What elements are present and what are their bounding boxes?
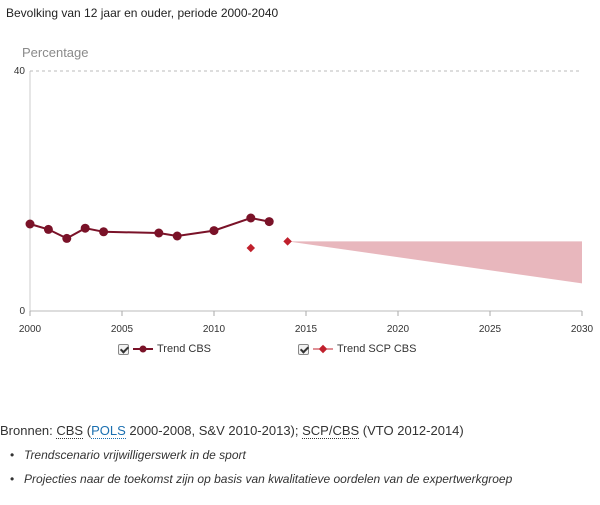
- chart-area: Percentage 0 40 2000 2005 2010 2015 2020 2025 20…: [0, 40, 600, 370]
- x-tick-label: 2025: [479, 324, 502, 335]
- data-point-trend-scp-cbs: [246, 243, 256, 253]
- x-tick-label: 2005: [111, 324, 134, 335]
- data-point-trend-cbs: [25, 219, 35, 229]
- note-item: Trendscenario vrijwilligerswerk in de sp…: [10, 446, 512, 470]
- notes-list: Trendscenario vrijwilligerswerk in de sp…: [10, 446, 512, 494]
- pols-link[interactable]: POLS: [91, 423, 126, 439]
- x-tick-label: 2000: [19, 324, 42, 335]
- x-tick-label: 2020: [387, 324, 410, 335]
- legend-marker-trend-cbs: [133, 345, 153, 353]
- cbs-abbreviation[interactable]: CBS: [56, 423, 84, 439]
- legend-item-trend-scp-cbs[interactable]: Trend SCP CBS: [298, 343, 416, 355]
- data-point-trend-cbs: [172, 231, 182, 241]
- legend-checkbox-trend-scp-cbs[interactable]: [298, 343, 309, 355]
- y-tick-label: 0: [19, 306, 25, 317]
- chart-subtitle: Bevolking van 12 jaar en ouder, periode …: [6, 6, 279, 20]
- data-point-trend-cbs: [43, 224, 53, 234]
- line-chart: Percentage 0 40 2000 2005 2010 2015 2020 2025 20…: [14, 45, 594, 335]
- sources-mid: 2000-2008, S&V 2010-2013);: [125, 423, 303, 438]
- legend-label-trend-scp-cbs: Trend SCP CBS: [337, 343, 417, 355]
- legend-marker-trend-scp-cbs: [313, 344, 333, 354]
- data-point-trend-scp-cbs: [283, 237, 292, 246]
- y-axis-label: Percentage: [22, 45, 89, 60]
- sources-open-paren: (: [83, 423, 92, 438]
- note-item: Projecties naar de toekomst zijn op basi…: [10, 470, 512, 494]
- x-tick-label: 2015: [295, 324, 318, 335]
- plot-area: 0 40 2000 2005 2010 2015 2020 2025 2030: [14, 66, 594, 335]
- sources-line: Bronnen: CBS (POLS 2000-2008, S&V 2010-2…: [0, 423, 464, 439]
- y-tick-label: 40: [14, 66, 26, 77]
- data-point-trend-cbs: [80, 223, 90, 233]
- projection-band: [287, 241, 582, 284]
- scp-cbs-abbreviation[interactable]: SCP/CBS: [302, 423, 360, 439]
- x-tick-label: 2010: [203, 324, 226, 335]
- sources-prefix: Bronnen:: [0, 423, 57, 438]
- legend-checkbox-trend-cbs[interactable]: [118, 343, 129, 355]
- x-tick-label: 2030: [571, 324, 594, 335]
- series-line-trend-cbs: [29, 216, 270, 240]
- data-point-trend-cbs: [209, 226, 219, 236]
- data-point-trend-cbs: [62, 233, 72, 243]
- legend: Trend CBS Trend SCP CBS: [0, 343, 600, 361]
- data-point-trend-cbs: [264, 217, 274, 227]
- legend-label-trend-cbs: Trend CBS: [157, 343, 212, 355]
- sources-suffix: (VTO 2012-2014): [359, 423, 464, 438]
- data-point-trend-cbs: [246, 213, 256, 223]
- legend-item-trend-cbs[interactable]: Trend CBS: [118, 343, 211, 355]
- data-point-trend-cbs: [154, 228, 164, 238]
- data-point-trend-cbs: [99, 227, 109, 237]
